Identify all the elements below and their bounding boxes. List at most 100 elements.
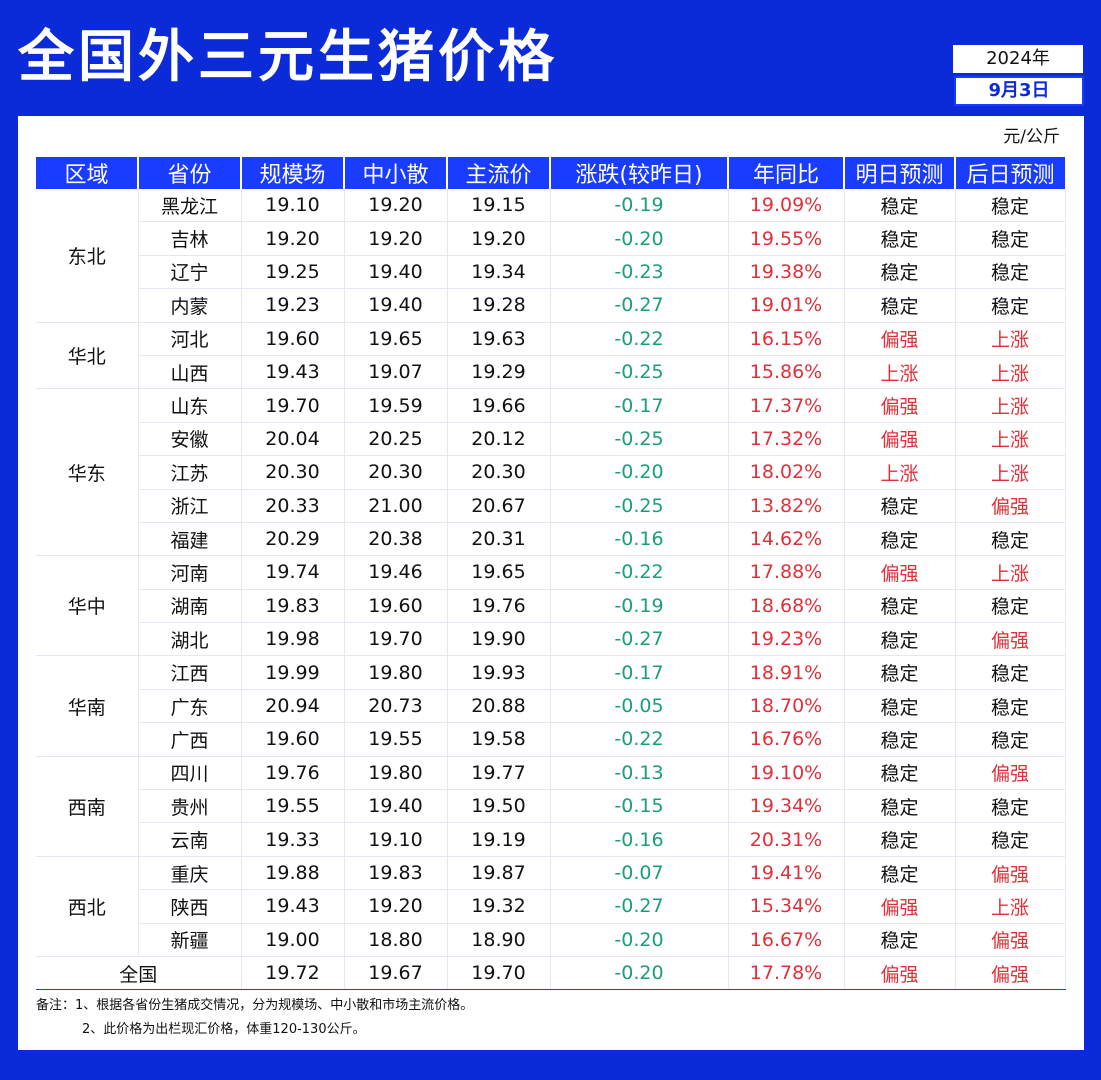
small-cell: 20.30 bbox=[344, 455, 448, 490]
small-cell: 19.40 bbox=[344, 255, 448, 290]
tomorrow-cell: 稳定 bbox=[844, 822, 956, 857]
after-cell: 稳定 bbox=[955, 655, 1066, 690]
table-row: 福建 20.29 20.38 20.31 -0.16 14.62% 稳定 稳定 bbox=[36, 522, 1066, 557]
main-cell: 19.70 bbox=[447, 956, 551, 991]
table-row: 华北 河北 19.60 19.65 19.63 -0.22 16.15% 偏强 上涨 bbox=[36, 322, 1066, 390]
change-cell: -0.16 bbox=[550, 522, 729, 557]
small-cell: 19.40 bbox=[344, 288, 448, 323]
province-cell: 新疆 bbox=[138, 923, 242, 957]
province-cell: 湖北 bbox=[138, 622, 242, 657]
main-cell: 19.76 bbox=[447, 589, 551, 624]
after-cell: 偏强 bbox=[955, 489, 1066, 523]
small-cell: 20.73 bbox=[344, 689, 448, 724]
change-cell: -0.20 bbox=[550, 455, 729, 490]
small-cell: 19.67 bbox=[344, 956, 448, 991]
table-row: 西南 四川 19.76 19.80 19.77 -0.13 19.10% 稳定 偏强 bbox=[36, 756, 1066, 857]
small-cell: 19.70 bbox=[344, 622, 448, 657]
after-cell: 上涨 bbox=[955, 455, 1066, 490]
large-cell: 20.33 bbox=[241, 489, 345, 523]
yoy-cell: 17.32% bbox=[728, 422, 845, 457]
tomorrow-cell: 偏强 bbox=[844, 956, 956, 991]
tomorrow-cell: 偏强 bbox=[844, 422, 956, 457]
small-cell: 19.59 bbox=[344, 388, 448, 423]
yoy-cell: 19.01% bbox=[728, 288, 845, 323]
tomorrow-cell: 稳定 bbox=[844, 489, 956, 523]
yoy-cell: 19.10% bbox=[728, 756, 845, 791]
province-cell: 山东 bbox=[138, 388, 242, 423]
yoy-cell: 20.31% bbox=[728, 822, 845, 857]
change-cell: -0.19 bbox=[550, 189, 729, 223]
province-cell: 广西 bbox=[138, 722, 242, 757]
after-cell: 偏强 bbox=[955, 923, 1066, 957]
large-cell: 20.29 bbox=[241, 522, 345, 557]
yoy-cell: 19.34% bbox=[728, 789, 845, 824]
small-cell: 19.07 bbox=[344, 355, 448, 390]
small-cell: 20.38 bbox=[344, 522, 448, 557]
change-cell: -0.19 bbox=[550, 589, 729, 624]
yoy-cell: 18.68% bbox=[728, 589, 845, 624]
after-cell: 上涨 bbox=[955, 889, 1066, 924]
after-cell: 上涨 bbox=[955, 388, 1066, 423]
after-cell: 稳定 bbox=[955, 722, 1066, 757]
region-cell: 西北 bbox=[36, 856, 139, 957]
yoy-cell: 18.02% bbox=[728, 455, 845, 490]
after-cell: 偏强 bbox=[955, 956, 1066, 991]
large-cell: 19.25 bbox=[241, 255, 345, 290]
after-cell: 稳定 bbox=[955, 221, 1066, 256]
province-cell: 云南 bbox=[138, 822, 242, 857]
tomorrow-cell: 稳定 bbox=[844, 856, 956, 891]
main-cell: 19.77 bbox=[447, 756, 551, 791]
main-cell: 19.87 bbox=[447, 856, 551, 891]
notes: 备注：1、根据各省份生猪成交情况，分为规模场、中小散和市场主流价格。 2、此价格… bbox=[36, 994, 473, 1042]
small-cell: 19.10 bbox=[344, 822, 448, 857]
tomorrow-cell: 稳定 bbox=[844, 255, 956, 290]
unit-label: 元/公斤 bbox=[1003, 127, 1060, 147]
after-cell: 稳定 bbox=[955, 189, 1066, 223]
main-cell: 19.20 bbox=[447, 221, 551, 256]
change-cell: -0.07 bbox=[550, 856, 729, 891]
change-cell: -0.05 bbox=[550, 689, 729, 724]
small-cell: 19.40 bbox=[344, 789, 448, 824]
change-cell: -0.16 bbox=[550, 822, 729, 857]
main-cell: 19.15 bbox=[447, 189, 551, 223]
tomorrow-cell: 稳定 bbox=[844, 655, 956, 690]
after-cell: 偏强 bbox=[955, 756, 1066, 791]
table-row: 江苏 20.30 20.30 20.30 -0.20 18.02% 上涨 上涨 bbox=[36, 455, 1066, 490]
province-cell: 安徽 bbox=[138, 422, 242, 457]
column-header: 主流价 bbox=[447, 157, 551, 189]
main-cell: 20.88 bbox=[447, 689, 551, 724]
tomorrow-cell: 稳定 bbox=[844, 756, 956, 791]
small-cell: 19.46 bbox=[344, 555, 448, 590]
column-header: 后日预测 bbox=[955, 157, 1065, 189]
province-cell: 内蒙 bbox=[138, 288, 242, 323]
table-row: 贵州 19.55 19.40 19.50 -0.15 19.34% 稳定 稳定 bbox=[36, 789, 1066, 824]
tomorrow-cell: 偏强 bbox=[844, 555, 956, 590]
tomorrow-cell: 稳定 bbox=[844, 589, 956, 624]
tomorrow-cell: 稳定 bbox=[844, 622, 956, 657]
after-cell: 稳定 bbox=[955, 822, 1066, 857]
main-cell: 19.65 bbox=[447, 555, 551, 590]
tomorrow-cell: 稳定 bbox=[844, 722, 956, 757]
province-cell: 福建 bbox=[138, 522, 242, 557]
region-cell: 华东 bbox=[36, 388, 139, 557]
table-row: 华南 江西 19.99 19.80 19.93 -0.17 18.91% 稳定 稳定 bbox=[36, 655, 1066, 757]
divider bbox=[36, 989, 1066, 990]
province-cell: 辽宁 bbox=[138, 255, 242, 290]
column-header: 区域 bbox=[36, 157, 139, 189]
change-cell: -0.17 bbox=[550, 388, 729, 423]
table-row: 云南 19.33 19.10 19.19 -0.16 20.31% 稳定 稳定 bbox=[36, 822, 1066, 857]
price-table: 区域 省份 规模场 中小散 主流价 涨跌(较昨日) 年同比 明日预测 后日预测 东北 黑龙江 19.… bbox=[36, 157, 1066, 991]
province-cell: 河北 bbox=[138, 322, 242, 356]
column-header: 规模场 bbox=[241, 157, 345, 189]
large-cell: 19.60 bbox=[241, 322, 345, 356]
tomorrow-cell: 稳定 bbox=[844, 288, 956, 323]
large-cell: 20.94 bbox=[241, 689, 345, 724]
after-cell: 偏强 bbox=[955, 856, 1066, 891]
small-cell: 19.20 bbox=[344, 889, 448, 924]
main-cell: 19.63 bbox=[447, 322, 551, 356]
region-cell: 华中 bbox=[36, 555, 139, 657]
date-box: 2024年 9月3日 bbox=[952, 44, 1084, 106]
table-row: 东北 黑龙江 19.10 19.20 19.15 -0.19 19.09% 稳定 稳定 bbox=[36, 189, 1066, 323]
tomorrow-cell: 稳定 bbox=[844, 189, 956, 223]
national-label: 全国 bbox=[36, 956, 242, 991]
